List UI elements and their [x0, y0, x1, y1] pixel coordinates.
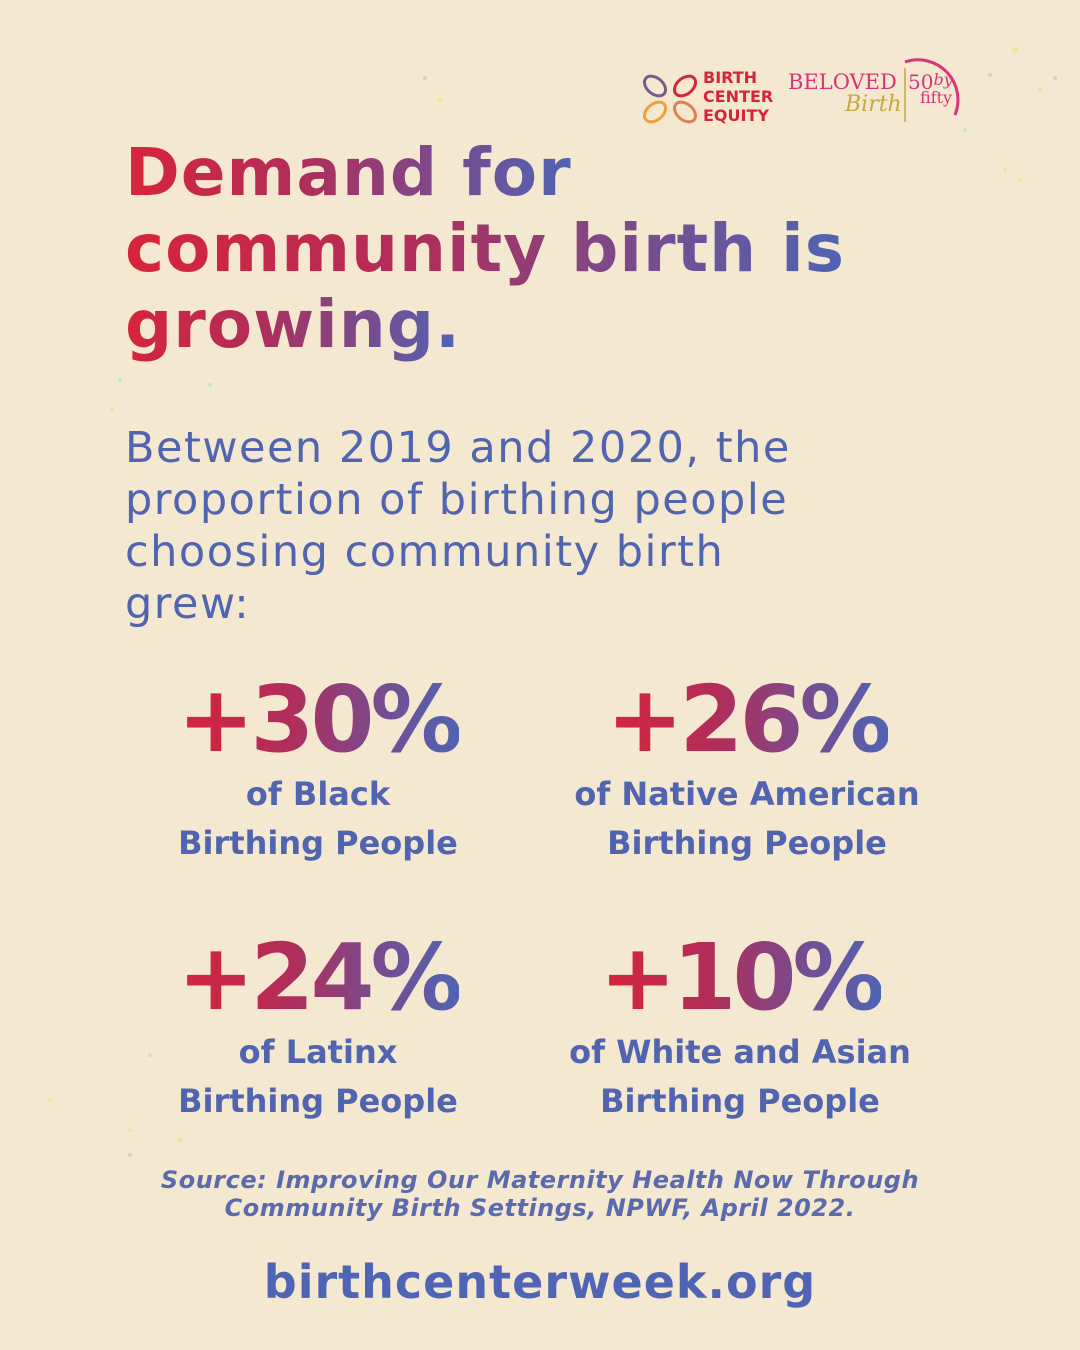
source: Source: Improving Our Maternity Health N… — [0, 1166, 1080, 1222]
logo-by: by — [933, 70, 953, 89]
logo-text: BELOVED — [788, 70, 897, 94]
logo-number: 50 — [908, 70, 934, 94]
intro-line: Between 2019 and 2020, the — [125, 423, 791, 473]
stat-value: +26% — [606, 666, 891, 773]
stat-label: Birthing People — [600, 1082, 880, 1120]
arc-icon — [904, 58, 960, 116]
stat-label: of Black — [245, 775, 391, 813]
logo-text: Birth — [845, 92, 902, 117]
logo-line: BIRTH — [703, 68, 758, 87]
logo-fifty: fifty — [920, 88, 953, 107]
source-line: Community Birth Settings, NPWF, April 20… — [224, 1194, 856, 1222]
stat: +24% of Latinx Birthing People — [98, 928, 538, 1126]
stat-label: Birthing People — [178, 824, 458, 862]
title-line: community birth is — [125, 210, 845, 287]
stat-label: Birthing People — [607, 824, 887, 862]
intro: Between 2019 and 2020, the proportion of… — [125, 422, 1025, 630]
logo-line: CENTER — [703, 87, 774, 106]
url: birthcenterweek.org — [263, 1255, 817, 1309]
title: Demand for community birth is growing. — [125, 135, 1025, 363]
intro-line: proportion of birthing people — [125, 475, 789, 525]
stat-label: of Native American — [574, 775, 920, 813]
stat: +26% of Native American Birthing People — [527, 670, 967, 868]
stat-value: +24% — [177, 924, 462, 1031]
source-line: Source: Improving Our Maternity Health N… — [160, 1166, 920, 1194]
stat-label: Birthing People — [178, 1082, 458, 1120]
stat-value: +30% — [177, 666, 462, 773]
stat-label: of White and Asian — [569, 1033, 911, 1071]
stat: +10% of White and Asian Birthing People — [520, 928, 960, 1126]
logo-text: BIRTH CENTER EQUITY — [703, 68, 773, 125]
intro-line: choosing community birth — [125, 527, 725, 577]
intro-line: grew: — [125, 579, 251, 629]
stat-value: +10% — [599, 924, 884, 1031]
logo-line: EQUITY — [703, 106, 769, 125]
title-line: growing. — [125, 286, 462, 363]
logo-text: 50by fifty — [908, 70, 953, 107]
title-line: Demand for — [125, 134, 572, 211]
stat: +30% of Black Birthing People — [98, 670, 538, 868]
butterfly-icon — [642, 74, 698, 124]
stat-label: of Latinx — [238, 1033, 398, 1071]
